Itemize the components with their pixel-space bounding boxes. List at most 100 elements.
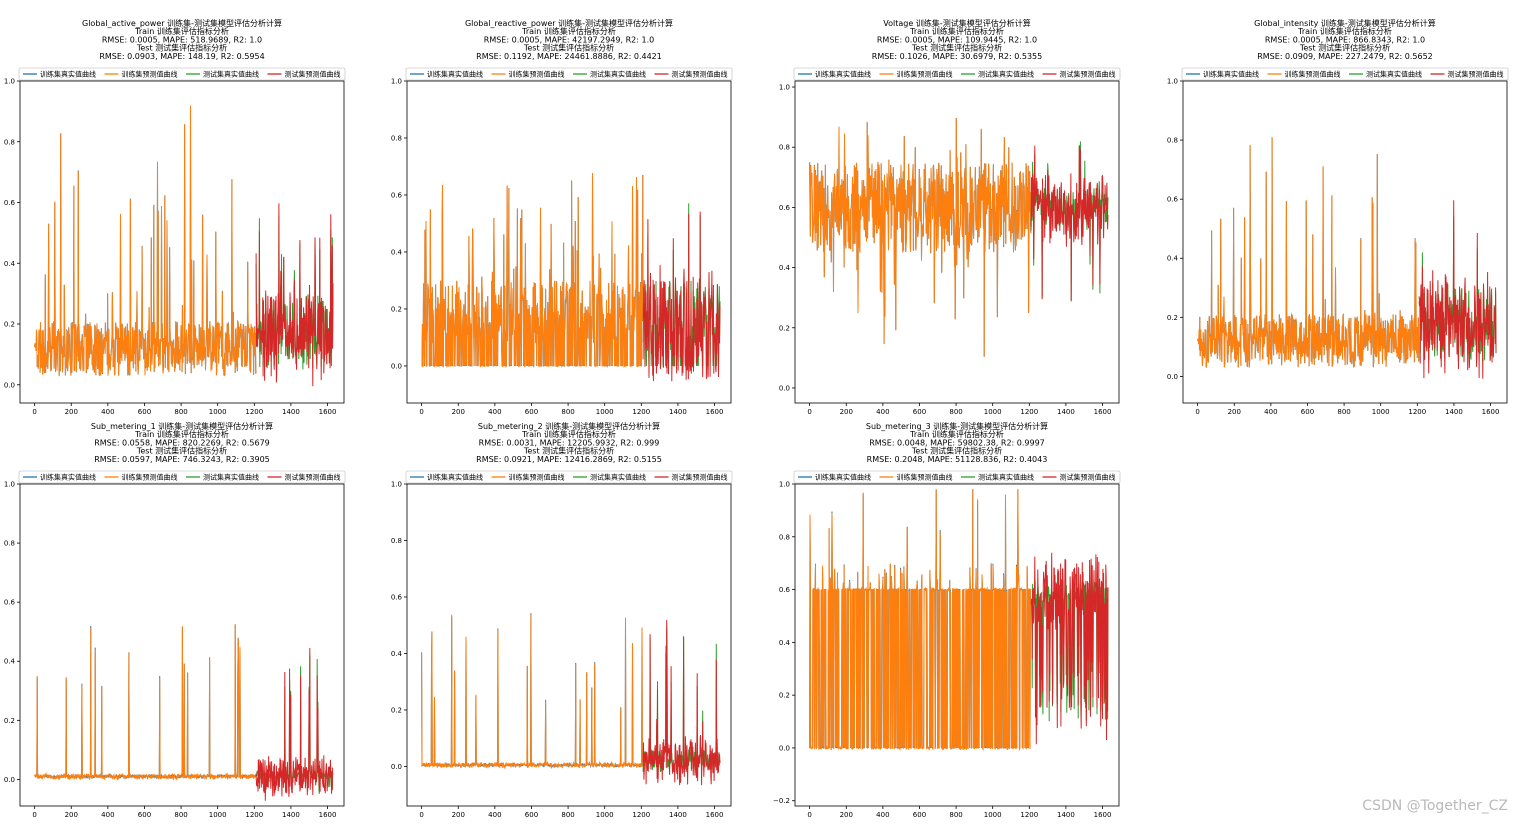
subplot-title-line: RMSE: 0.0558, MAPE: 820.2269, R2: 0.5679: [94, 438, 270, 447]
x-tick-label: 1000: [209, 811, 227, 819]
y-tick-label: 0.8: [779, 144, 790, 152]
x-tick-label: 1000: [1372, 408, 1390, 416]
subplot-title-line: Train 训练集评估指标分析: [134, 26, 229, 36]
subplot-title-line: Test 测试集评估指标分析: [1299, 43, 1390, 53]
x-tick-label: 1200: [632, 811, 650, 819]
legend-box: [1181, 67, 1509, 81]
y-tick-label: 0.6: [4, 599, 16, 607]
x-tick-label: 1400: [282, 408, 300, 416]
y-tick-label: 1.0: [1167, 78, 1178, 86]
legend-label: 训练集预测值曲线: [509, 473, 565, 482]
y-tick-label: 0.6: [1167, 196, 1179, 204]
x-tick-label: 800: [174, 811, 187, 819]
axes-frame: [19, 80, 345, 404]
legend-label: 训练集预测值曲线: [509, 70, 565, 79]
legend: 训练集真实值曲线 训练集预测值曲线 测试集真实值曲线 测试集预测值曲线: [18, 67, 346, 81]
axes-frame: [794, 483, 1120, 807]
subplot-title-line: Sub_metering_1 训练集-测试集模型评估分析计算: [91, 421, 273, 431]
y-tick-label: 1.0: [779, 481, 790, 489]
x-tick-label: 600: [525, 408, 538, 416]
subplot-title-line: RMSE: 0.0921, MAPE: 12416.2869, R2: 0.51…: [476, 455, 662, 464]
x-tick-label: 1600: [706, 811, 724, 819]
x-tick-label: 800: [949, 811, 962, 819]
x-tick-label: 1400: [669, 811, 687, 819]
subplot-title-line: Sub_metering_3 训练集-测试集模型评估分析计算: [866, 421, 1048, 431]
legend: 训练集真实值曲线 训练集预测值曲线 测试集真实值曲线 测试集预测值曲线: [793, 67, 1121, 81]
legend: 训练集真实值曲线 训练集预测值曲线 测试集真实值曲线 测试集预测值曲线: [405, 470, 733, 484]
series-train-pred-line: [1197, 137, 1420, 368]
legend-label: 测试集真实值曲线: [590, 473, 646, 482]
legend-label: 训练集真实值曲线: [815, 473, 871, 482]
subplot-title-line: RMSE: 0.0005, MAPE: 109.9445, R2: 1.0: [877, 35, 1037, 44]
x-tick-label: 1200: [1020, 408, 1038, 416]
x-tick-label: 200: [1228, 408, 1241, 416]
y-tick-label: 0.6: [391, 191, 403, 199]
x-tick-label: 1400: [669, 408, 687, 416]
series-train-pred-line: [34, 105, 257, 377]
axes-frame: [19, 483, 345, 807]
subplot-title-line: Test 测试集评估指标分析: [136, 43, 227, 53]
legend-label: 训练集真实值曲线: [815, 70, 871, 79]
y-tick-label: 0.0: [391, 362, 402, 370]
series-train-pred-line: [421, 614, 644, 770]
y-tick-label: 0.4: [4, 260, 16, 268]
legend-label: 测试集预测值曲线: [1060, 70, 1116, 79]
x-tick-label: 400: [876, 408, 889, 416]
y-tick-label: 0.8: [1167, 137, 1178, 145]
y-tick-label: 1.0: [391, 481, 402, 489]
series-train-true-line: [34, 625, 257, 780]
x-tick-label: 200: [840, 408, 853, 416]
x-tick-label: 1000: [596, 811, 614, 819]
subplot-title-line: RMSE: 0.0903, MAPE: 148.19, R2: 0.5954: [99, 52, 264, 61]
axes-frame: [794, 80, 1120, 404]
y-tick-label: 0.0: [391, 763, 402, 771]
y-tick-label: −0.2: [773, 797, 790, 805]
x-tick-label: 400: [488, 811, 501, 819]
x-tick-label: 200: [840, 811, 853, 819]
legend-label: 测试集预测值曲线: [1060, 473, 1116, 482]
x-tick-label: 600: [1301, 408, 1314, 416]
y-tick-label: 0.2: [4, 717, 15, 725]
legend-label: 训练集预测值曲线: [122, 70, 178, 79]
x-tick-label: 400: [488, 408, 501, 416]
subplot-title-line: Train 训练集评估指标分析: [1297, 26, 1392, 36]
series-train-pred-line: [34, 623, 257, 781]
subplot-title-line: RMSE: 0.0031, MAPE: 12205.9932, R2: 0.99…: [479, 438, 660, 447]
plot-lines: [809, 117, 1109, 357]
y-tick-label: 1.0: [779, 84, 790, 92]
x-tick-label: 1000: [984, 408, 1002, 416]
x-tick-label: 1000: [984, 811, 1002, 819]
y-tick-label: 0.2: [779, 692, 790, 700]
legend-label: 训练集预测值曲线: [897, 473, 953, 482]
series-test-pred-line: [642, 211, 721, 382]
legend-box: [793, 470, 1121, 484]
y-tick-label: 0.8: [391, 134, 402, 142]
x-tick-label: 400: [101, 811, 114, 819]
x-tick-label: 1600: [319, 408, 337, 416]
x-tick-label: 0: [32, 408, 36, 416]
series-test-pred-line: [255, 647, 334, 801]
x-tick-label: 200: [65, 811, 78, 819]
x-tick-label: 0: [419, 811, 423, 819]
y-tick-label: 0.0: [4, 776, 15, 784]
subplot-title-line: RMSE: 0.0005, MAPE: 866.8343, R2: 1.0: [1265, 35, 1425, 44]
x-tick-label: 200: [65, 408, 78, 416]
y-tick-label: 0.4: [1167, 255, 1179, 263]
legend-box: [793, 67, 1121, 81]
y-tick-label: 0.0: [779, 384, 790, 392]
subplot-title-line: Test 测试集评估指标分析: [136, 446, 227, 456]
x-tick-label: 600: [138, 408, 151, 416]
x-tick-label: 0: [1195, 408, 1199, 416]
y-tick-label: 1.0: [4, 481, 15, 489]
legend-label: 测试集真实值曲线: [978, 473, 1034, 482]
subplot-title-line: RMSE: 0.0048, MAPE: 59802.38, R2: 0.9997: [869, 438, 1045, 447]
y-tick-label: 0.4: [779, 264, 791, 272]
x-tick-label: 200: [452, 811, 465, 819]
y-tick-label: 0.2: [391, 706, 402, 714]
x-tick-label: 1400: [1057, 811, 1075, 819]
x-tick-label: 1600: [1094, 811, 1112, 819]
